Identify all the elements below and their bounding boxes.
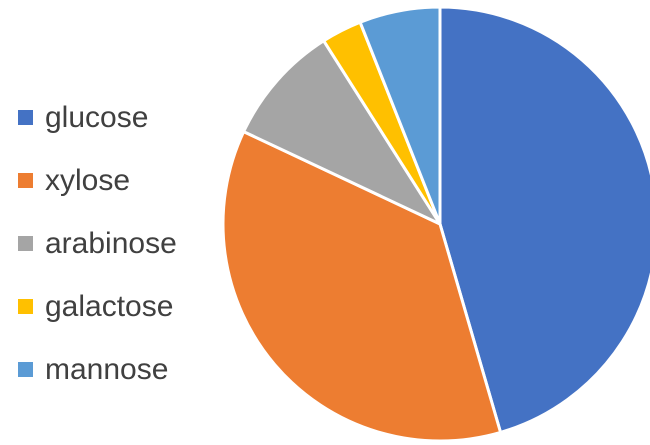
legend-item-xylose: xylose	[18, 149, 177, 212]
legend-swatch-galactose	[18, 299, 33, 314]
pie-slice-glucose	[438, 5, 650, 434]
legend-label-mannose: mannose	[45, 352, 169, 386]
legend: glucose xylose arabinose galactose manno…	[18, 86, 177, 401]
legend-swatch-xylose	[18, 173, 33, 188]
pie-slice-mannose	[358, 5, 442, 226]
legend-swatch-glucose	[18, 110, 33, 125]
legend-label-xylose: xylose	[45, 163, 131, 197]
legend-item-arabinose: arabinose	[18, 212, 177, 275]
legend-item-galactose: galactose	[18, 275, 177, 338]
pie-slice-arabinose	[242, 39, 442, 226]
legend-swatch-arabinose	[18, 236, 33, 251]
legend-label-glucose: glucose	[45, 100, 149, 134]
legend-label-galactose: galactose	[45, 289, 174, 323]
pie-slice-xylose	[221, 130, 503, 443]
legend-item-mannose: mannose	[18, 338, 177, 401]
legend-label-arabinose: arabinose	[45, 226, 177, 260]
legend-item-glucose: glucose	[18, 86, 177, 149]
legend-swatch-mannose	[18, 362, 33, 377]
